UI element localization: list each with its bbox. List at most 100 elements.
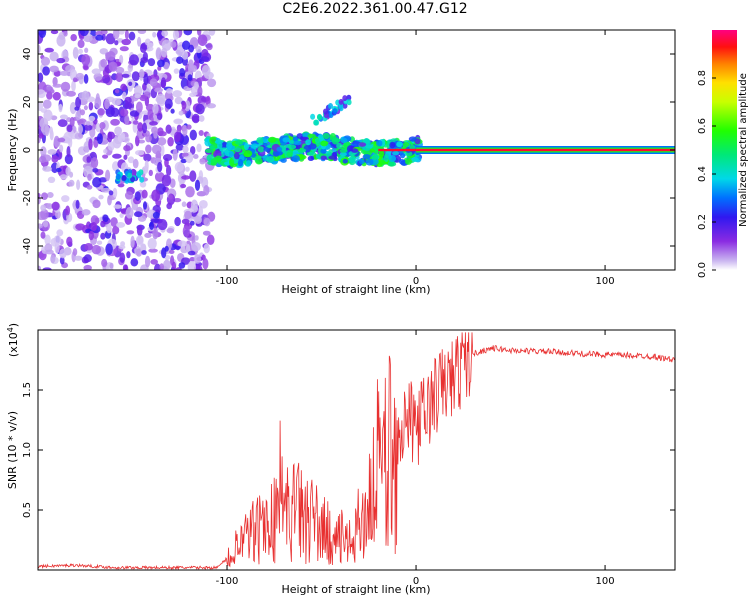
heatmap-cell: [125, 207, 134, 219]
heatmap-cell: [81, 53, 91, 66]
heatmap-cell: [96, 240, 103, 245]
heatmap-cell: [119, 213, 124, 218]
heatmap-cell: [187, 250, 196, 256]
heatmap-cell: [127, 172, 133, 179]
heatmap-cell: [141, 189, 148, 199]
heatmap-cell: [83, 264, 92, 270]
heatmap-cell: [310, 113, 316, 120]
heatmap-cell: [92, 176, 102, 188]
heatmap-cell: [206, 42, 213, 51]
heatmap-cell: [105, 243, 113, 255]
heatmap-cell: [95, 122, 101, 133]
heatmap-cell: [130, 176, 136, 183]
heatmap-cell: [136, 171, 142, 177]
heatmap-cell: [194, 215, 202, 225]
heatmap-cell: [52, 83, 63, 88]
heatmap-cell: [83, 105, 88, 111]
heatmap-cell: [38, 101, 44, 112]
heatmap-cell: [117, 183, 125, 188]
heatmap-cell: [76, 179, 81, 191]
heatmap-cell: [282, 137, 291, 143]
heatmap-cell: [198, 205, 204, 218]
heatmap-cell: [46, 91, 53, 100]
heatmap-cell: [50, 30, 59, 35]
heatmap-cell: [42, 99, 52, 109]
heatmap-cell: [59, 248, 67, 259]
heatmap-cell: [78, 92, 87, 100]
heatmap-cell: [102, 154, 109, 159]
bottom-x-axis-label: Height of straight line (km): [281, 583, 430, 596]
heatmap-cell: [229, 158, 235, 167]
heatmap-cell: [147, 109, 154, 119]
heatmap-cell: [115, 173, 121, 180]
heatmap-cell: [254, 155, 262, 160]
heatmap-cell: [83, 35, 93, 43]
heatmap-cell: [371, 153, 379, 160]
heatmap-cell: [110, 107, 120, 117]
heatmap-cell: [115, 66, 125, 74]
heatmap-cell: [209, 136, 217, 145]
heatmap-cell: [157, 219, 168, 231]
heatmap-cell: [95, 34, 104, 41]
heatmap-cell: [332, 108, 338, 115]
heatmap-cell: [199, 158, 206, 165]
heatmap-cell: [166, 227, 175, 234]
heatmap-cell: [38, 72, 44, 83]
heatmap-cell: [255, 157, 263, 165]
heatmap-cell: [266, 155, 275, 163]
heatmap-cell: [157, 161, 163, 173]
heatmap-cell: [176, 56, 184, 65]
heatmap-cell: [95, 30, 103, 37]
heatmap-cell: [226, 142, 233, 150]
heatmap-cell: [160, 77, 167, 89]
heatmap-cell: [206, 103, 217, 109]
top-y-tick-label: -40: [22, 238, 33, 254]
heatmap-cell: [201, 48, 209, 58]
heatmap-cell: [293, 140, 302, 146]
heatmap-cell: [56, 229, 64, 237]
spectrogram-panel: -100 0 100 -40 -20 0 20 40 Height of straight l…: [6, 29, 676, 296]
heatmap-cell: [132, 158, 139, 169]
heatmap-cell: [127, 156, 135, 164]
heatmap-cell: [173, 131, 181, 143]
heatmap-cell: [181, 175, 191, 180]
bottom-x-tick-label: -100: [216, 576, 239, 587]
heatmap-cell: [392, 150, 400, 156]
heatmap-cell: [200, 56, 210, 62]
heatmap-cell: [400, 152, 406, 159]
heatmap-cell: [122, 91, 127, 100]
heatmap-cell: [63, 30, 68, 37]
heatmap-cell: [276, 146, 283, 152]
heatmap-cell: [124, 30, 129, 40]
bottom-y-tick-label: 1.0: [22, 442, 33, 458]
heatmap-cell: [149, 78, 158, 87]
heatmap-cell: [86, 156, 92, 163]
heatmap-cell: [148, 169, 153, 177]
heatmap-cell: [150, 218, 161, 223]
heatmap-cell: [75, 199, 80, 210]
heatmap-cell: [78, 124, 83, 134]
heatmap-cell: [51, 201, 60, 211]
bottom-y-scale-label: (x104): [6, 323, 20, 357]
heatmap-cell: [87, 173, 92, 181]
heatmap-cell: [139, 181, 147, 188]
heatmap-cell: [142, 201, 148, 210]
heatmap-cell: [109, 262, 114, 269]
heatmap-cell: [181, 40, 191, 51]
heatmap-cell: [197, 30, 202, 36]
heatmap-cell: [298, 148, 307, 153]
heatmap-cell: [320, 140, 328, 147]
top-x-tick-label: 100: [596, 276, 615, 287]
heatmap-cell: [88, 101, 94, 111]
heatmap-cell: [161, 30, 169, 37]
heatmap-cell: [120, 108, 129, 117]
heatmap-cell: [106, 223, 112, 234]
heatmap-cell: [186, 124, 192, 130]
heatmap-cell: [91, 68, 101, 75]
heatmap-cell: [69, 102, 77, 114]
heatmap-cell: [250, 153, 257, 158]
heatmap-cell: [198, 115, 205, 122]
heatmap-cell: [175, 143, 184, 151]
heatmap-cell: [69, 171, 74, 178]
heatmap-cell: [49, 51, 59, 62]
